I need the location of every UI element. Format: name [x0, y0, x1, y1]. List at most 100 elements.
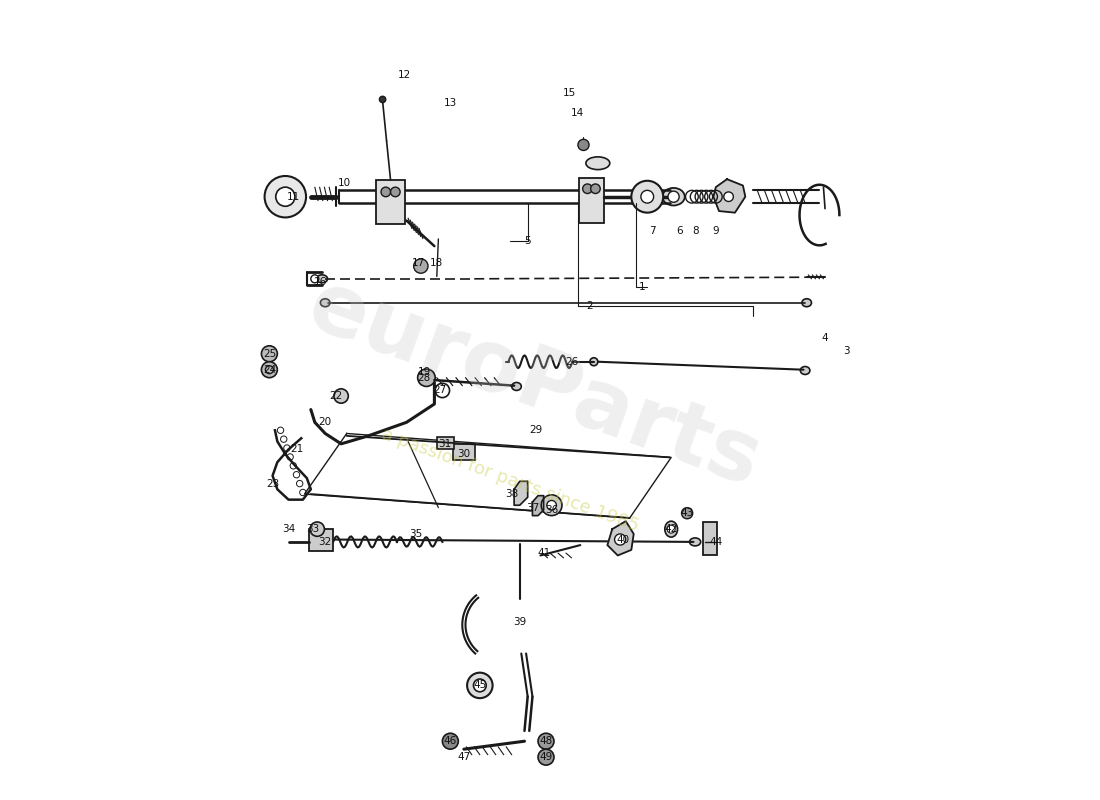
Text: 39: 39	[513, 617, 526, 626]
Text: 47: 47	[458, 752, 471, 762]
Text: 34: 34	[282, 524, 295, 534]
Text: 23: 23	[266, 478, 279, 489]
Text: 26: 26	[565, 357, 579, 366]
Text: 44: 44	[710, 537, 723, 547]
Circle shape	[578, 139, 590, 150]
Text: 38: 38	[505, 489, 518, 499]
Text: 43: 43	[681, 508, 694, 518]
Circle shape	[311, 275, 319, 283]
Text: 28: 28	[417, 373, 431, 382]
Text: 18: 18	[430, 258, 443, 268]
Text: 40: 40	[617, 534, 630, 545]
Circle shape	[262, 346, 277, 362]
Ellipse shape	[320, 298, 330, 306]
Text: 14: 14	[571, 108, 584, 118]
Ellipse shape	[586, 157, 609, 170]
Text: 3: 3	[844, 346, 850, 355]
Circle shape	[724, 192, 734, 202]
Ellipse shape	[512, 382, 521, 390]
Text: 35: 35	[409, 529, 422, 539]
Text: 22: 22	[330, 391, 343, 401]
Circle shape	[310, 522, 324, 536]
Circle shape	[668, 525, 675, 533]
Circle shape	[641, 190, 653, 203]
Ellipse shape	[317, 275, 328, 283]
Text: 45: 45	[473, 681, 486, 690]
Text: 10: 10	[338, 178, 351, 188]
Circle shape	[414, 259, 428, 274]
Text: 1: 1	[638, 282, 645, 292]
Text: 19: 19	[417, 367, 431, 377]
Text: 13: 13	[443, 98, 456, 109]
Text: 21: 21	[290, 445, 304, 454]
Text: 33: 33	[306, 524, 319, 534]
Polygon shape	[714, 179, 746, 213]
Polygon shape	[514, 482, 528, 506]
Circle shape	[390, 187, 400, 197]
Text: 20: 20	[319, 418, 332, 427]
Text: 27: 27	[433, 386, 447, 395]
Text: 24: 24	[263, 365, 276, 374]
Text: 2: 2	[586, 301, 593, 311]
Text: 36: 36	[544, 505, 558, 515]
Circle shape	[379, 96, 386, 102]
Circle shape	[538, 749, 554, 765]
Bar	[453, 444, 475, 460]
Bar	[309, 529, 333, 551]
Text: 48: 48	[539, 736, 552, 746]
Circle shape	[334, 389, 349, 403]
Text: 31: 31	[438, 439, 451, 449]
Ellipse shape	[690, 538, 701, 546]
Text: 30: 30	[458, 450, 471, 459]
Circle shape	[547, 501, 557, 510]
Text: 6: 6	[675, 226, 682, 236]
Ellipse shape	[664, 521, 678, 537]
Text: 46: 46	[443, 736, 456, 746]
Text: 29: 29	[529, 426, 542, 435]
Text: 49: 49	[539, 752, 552, 762]
Text: 17: 17	[411, 258, 425, 268]
Bar	[703, 522, 717, 555]
Text: 8: 8	[692, 226, 698, 236]
Circle shape	[615, 534, 626, 545]
Bar	[579, 178, 604, 223]
Text: euroParts: euroParts	[296, 264, 772, 504]
Ellipse shape	[590, 358, 597, 366]
Text: 41: 41	[537, 548, 550, 558]
Circle shape	[591, 184, 601, 194]
Text: 7: 7	[649, 226, 656, 236]
Circle shape	[541, 495, 562, 515]
Circle shape	[473, 679, 486, 692]
Ellipse shape	[801, 366, 810, 374]
Text: 5: 5	[525, 235, 531, 246]
Circle shape	[418, 369, 436, 386]
Polygon shape	[607, 521, 634, 555]
Circle shape	[538, 734, 554, 749]
Text: 25: 25	[263, 349, 276, 358]
Circle shape	[381, 187, 390, 197]
Circle shape	[442, 734, 459, 749]
Text: 9: 9	[713, 226, 719, 236]
Circle shape	[468, 673, 493, 698]
Text: a passion for parts since 1985: a passion for parts since 1985	[379, 425, 641, 535]
Ellipse shape	[802, 298, 812, 306]
Circle shape	[262, 362, 277, 378]
Text: 16: 16	[314, 277, 327, 287]
Text: 37: 37	[526, 502, 539, 513]
Polygon shape	[532, 496, 543, 515]
Bar	[376, 180, 405, 224]
Text: 12: 12	[398, 70, 411, 80]
Bar	[437, 437, 454, 450]
Circle shape	[276, 187, 295, 206]
Circle shape	[631, 181, 663, 213]
Circle shape	[265, 176, 306, 218]
Circle shape	[668, 191, 679, 202]
Text: 11: 11	[287, 192, 300, 202]
Text: 15: 15	[563, 88, 576, 98]
Text: 4: 4	[822, 333, 828, 343]
Circle shape	[583, 184, 592, 194]
Circle shape	[682, 508, 693, 518]
Text: 32: 32	[319, 537, 332, 547]
Ellipse shape	[662, 188, 684, 206]
Text: 42: 42	[664, 524, 678, 534]
